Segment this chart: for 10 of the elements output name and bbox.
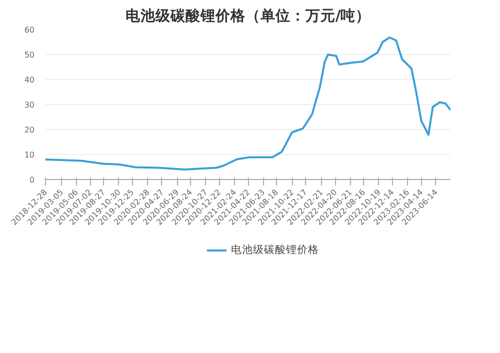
chart-title: 电池级碳酸锂价格（单位：万元/吨） bbox=[125, 8, 371, 24]
y-tick-label: 0 bbox=[29, 176, 35, 184]
y-tick-label: 40 bbox=[24, 76, 35, 84]
line-series bbox=[46, 36, 450, 170]
y-tick-label: 50 bbox=[24, 50, 35, 60]
y-tick-label: 10 bbox=[24, 150, 35, 160]
y-tick-label: 20 bbox=[24, 126, 35, 134]
y-tick-label: 60 bbox=[24, 26, 35, 34]
legend-label: 电池级碳酸锂价格 bbox=[231, 243, 319, 257]
y-tick-label: 30 bbox=[24, 100, 35, 110]
